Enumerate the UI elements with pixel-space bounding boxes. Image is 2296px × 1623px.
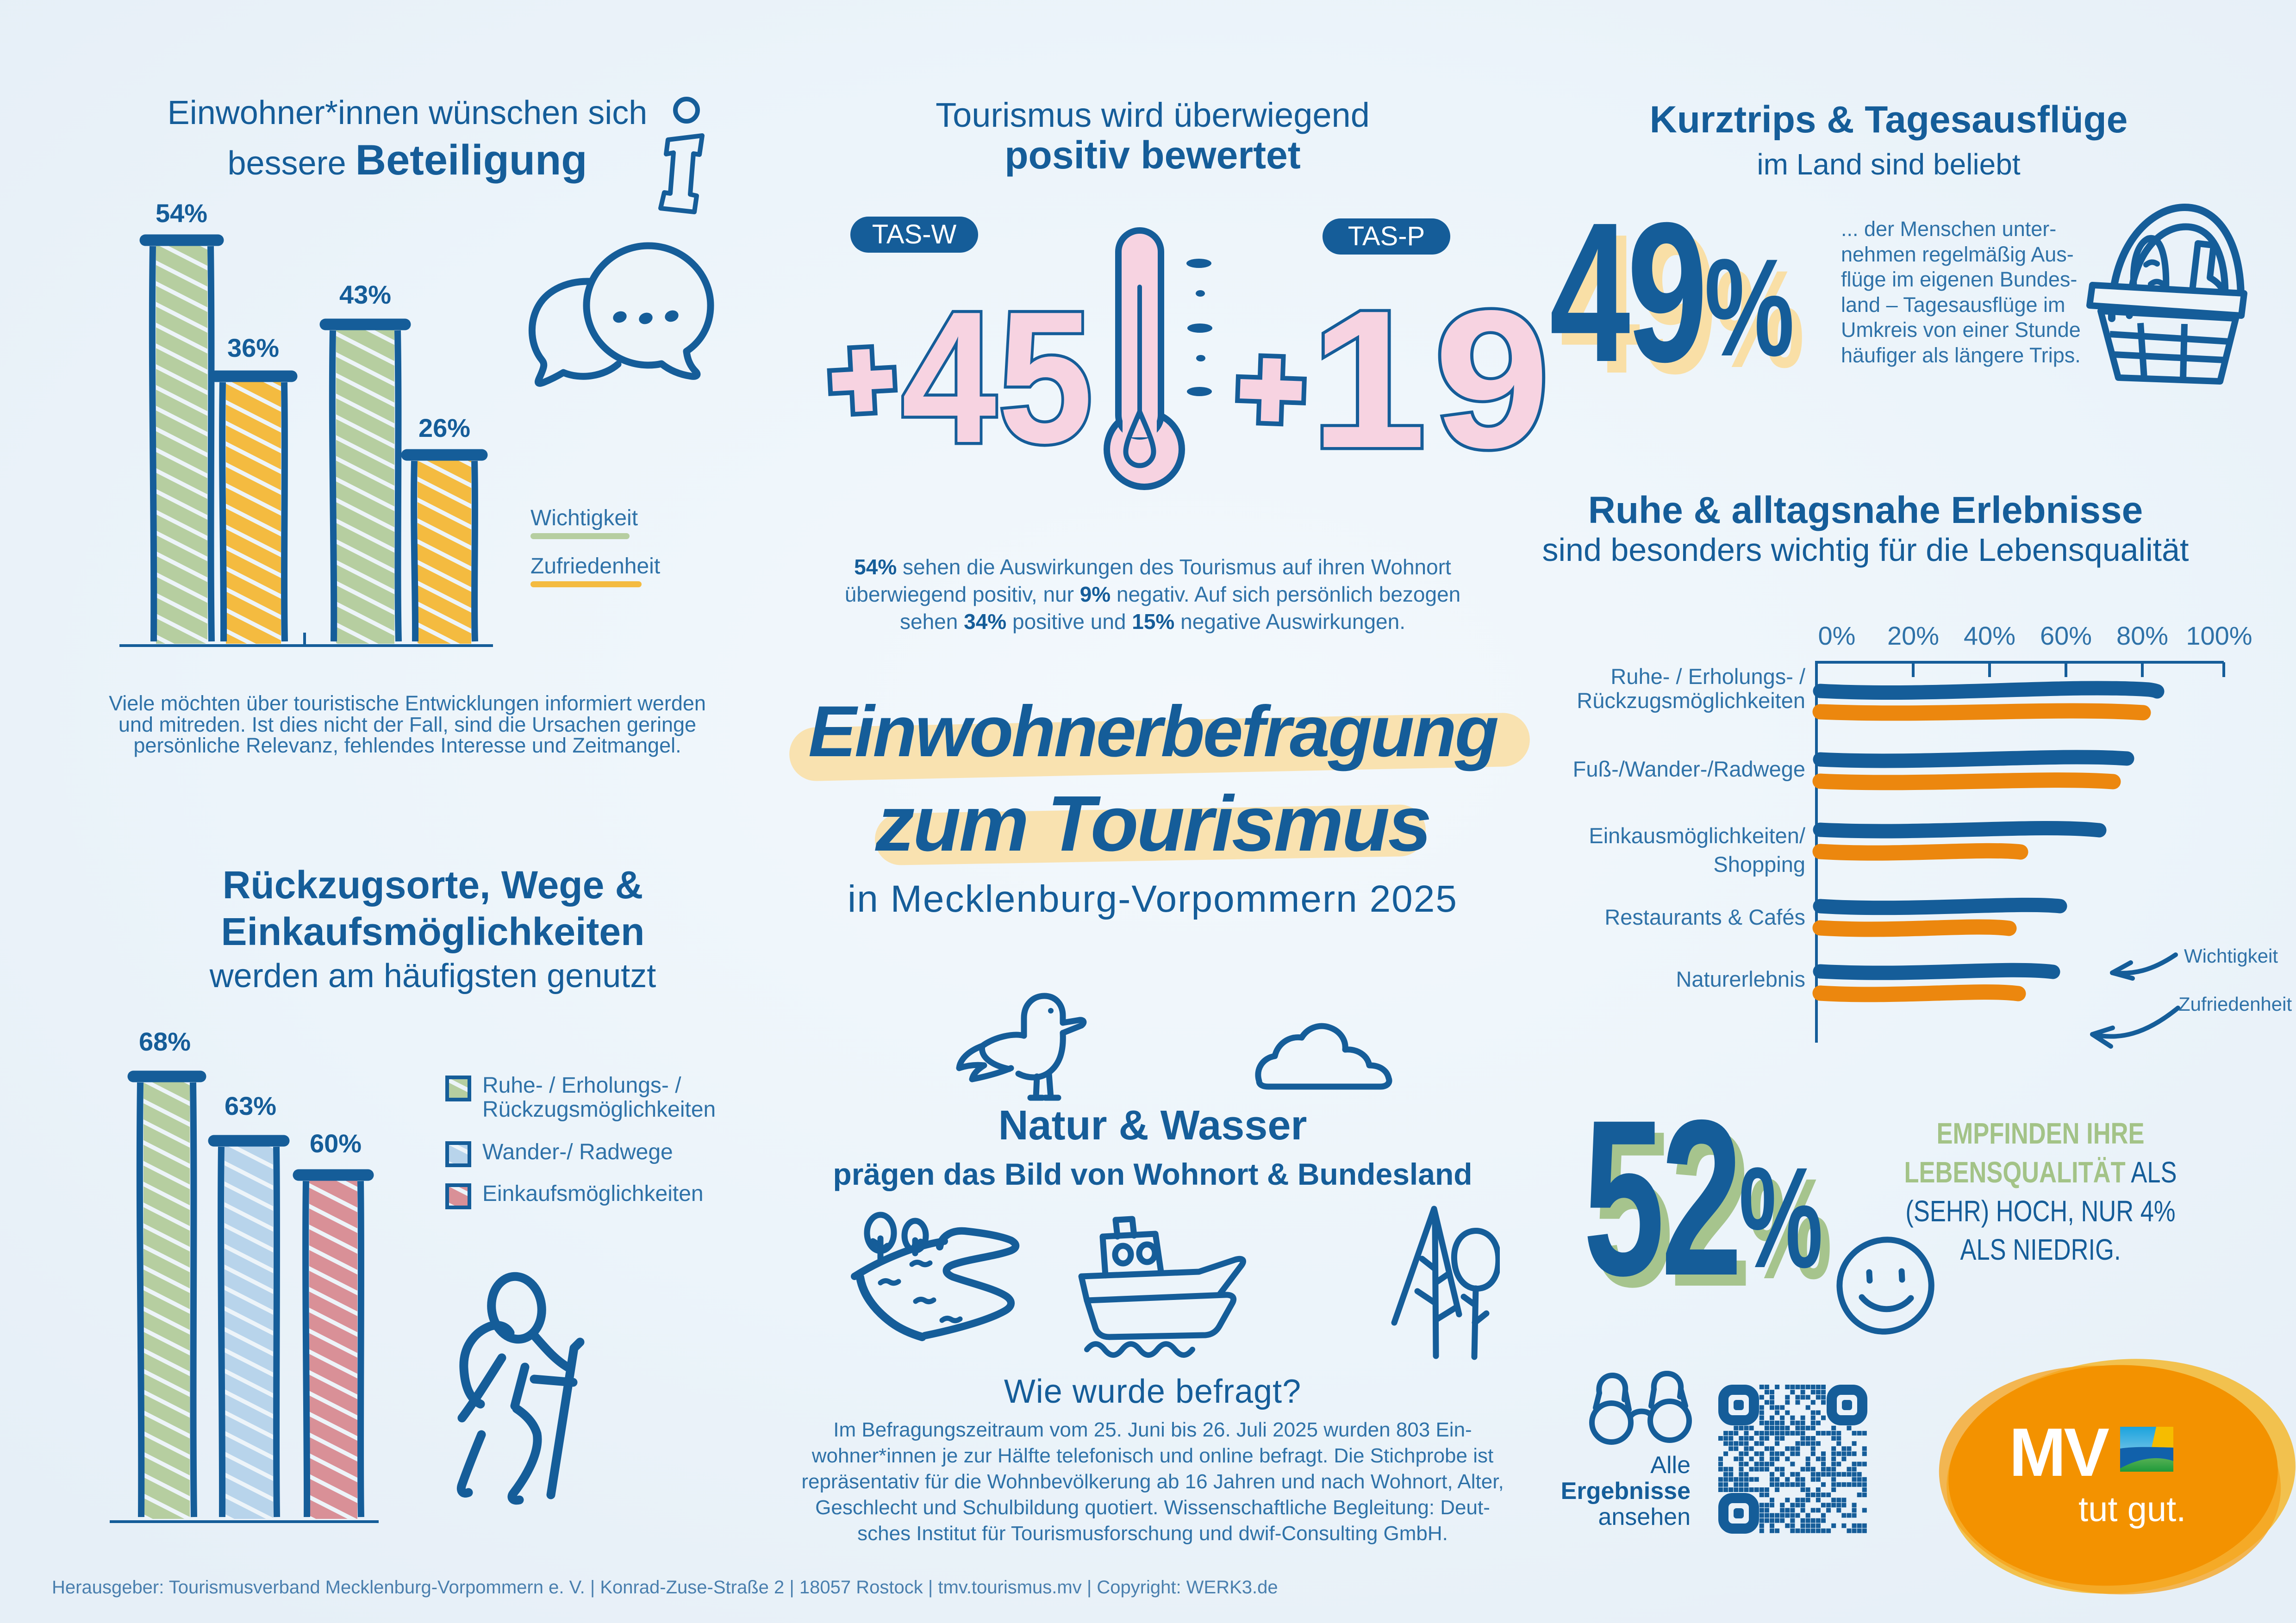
svg-text:0%: 0% [1818, 621, 1856, 650]
svg-text:40%: 40% [1964, 621, 2015, 650]
svg-text:tut gut.: tut gut. [2078, 1490, 2186, 1529]
svg-text:60%: 60% [2040, 621, 2092, 650]
svg-text:49%: 49% [1560, 204, 1803, 398]
svg-text:52%: 52% [1583, 1101, 1822, 1305]
svg-text:100%: 100% [2186, 621, 2252, 650]
svg-text:80%: 80% [2116, 621, 2168, 650]
svg-text:MV: MV [2009, 1414, 2109, 1491]
svg-text:52%: 52% [1592, 1101, 1831, 1305]
svg-text:19: 19 [1310, 269, 1555, 489]
svg-text:49%: 49% [1549, 204, 1793, 398]
svg-text:20%: 20% [1887, 621, 1939, 650]
svg-text:45: 45 [901, 273, 1094, 482]
